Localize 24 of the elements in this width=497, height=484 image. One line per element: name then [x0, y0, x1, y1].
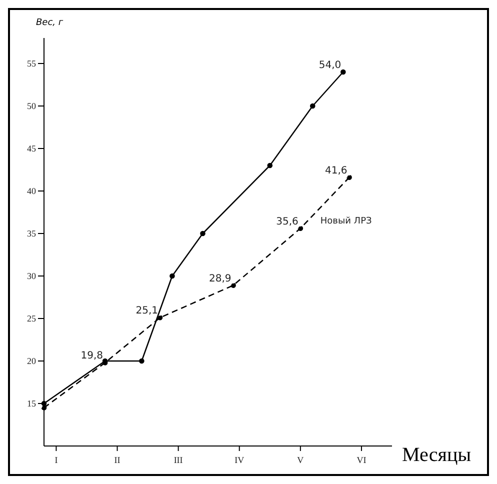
- data-label: 35,6: [276, 216, 298, 228]
- series-label: Новый ЛРЗ: [320, 216, 372, 226]
- y-tick-label: 55: [27, 58, 36, 69]
- x-tick-label: III: [174, 455, 183, 465]
- y-tick-label: 45: [27, 144, 36, 154]
- data-label: 28,9: [209, 273, 232, 284]
- y-tick-label: 40: [27, 186, 36, 196]
- y-tick-label: 50: [27, 101, 36, 112]
- y-tick-label: 25: [27, 314, 36, 324]
- x-tick-label: IV: [234, 455, 245, 465]
- y-axis-title: Вес, г: [36, 18, 64, 28]
- x-tick-label: VI: [356, 455, 366, 465]
- data-label: 25,1: [136, 306, 158, 317]
- y-tick-label: 20: [27, 356, 36, 366]
- data-label: 41,6: [325, 165, 348, 176]
- x-tick-label: II: [114, 455, 120, 465]
- x-tick-label: V: [297, 455, 304, 465]
- y-tick-label: 35: [27, 228, 36, 239]
- x-axis-title: Месяцы: [402, 444, 472, 467]
- x-tick-label: I: [54, 455, 58, 465]
- data-label: 54,0: [318, 60, 342, 71]
- data-label: 19,8: [80, 350, 104, 362]
- y-tick-label: 30: [27, 271, 36, 282]
- y-tick-label: 15: [27, 398, 36, 409]
